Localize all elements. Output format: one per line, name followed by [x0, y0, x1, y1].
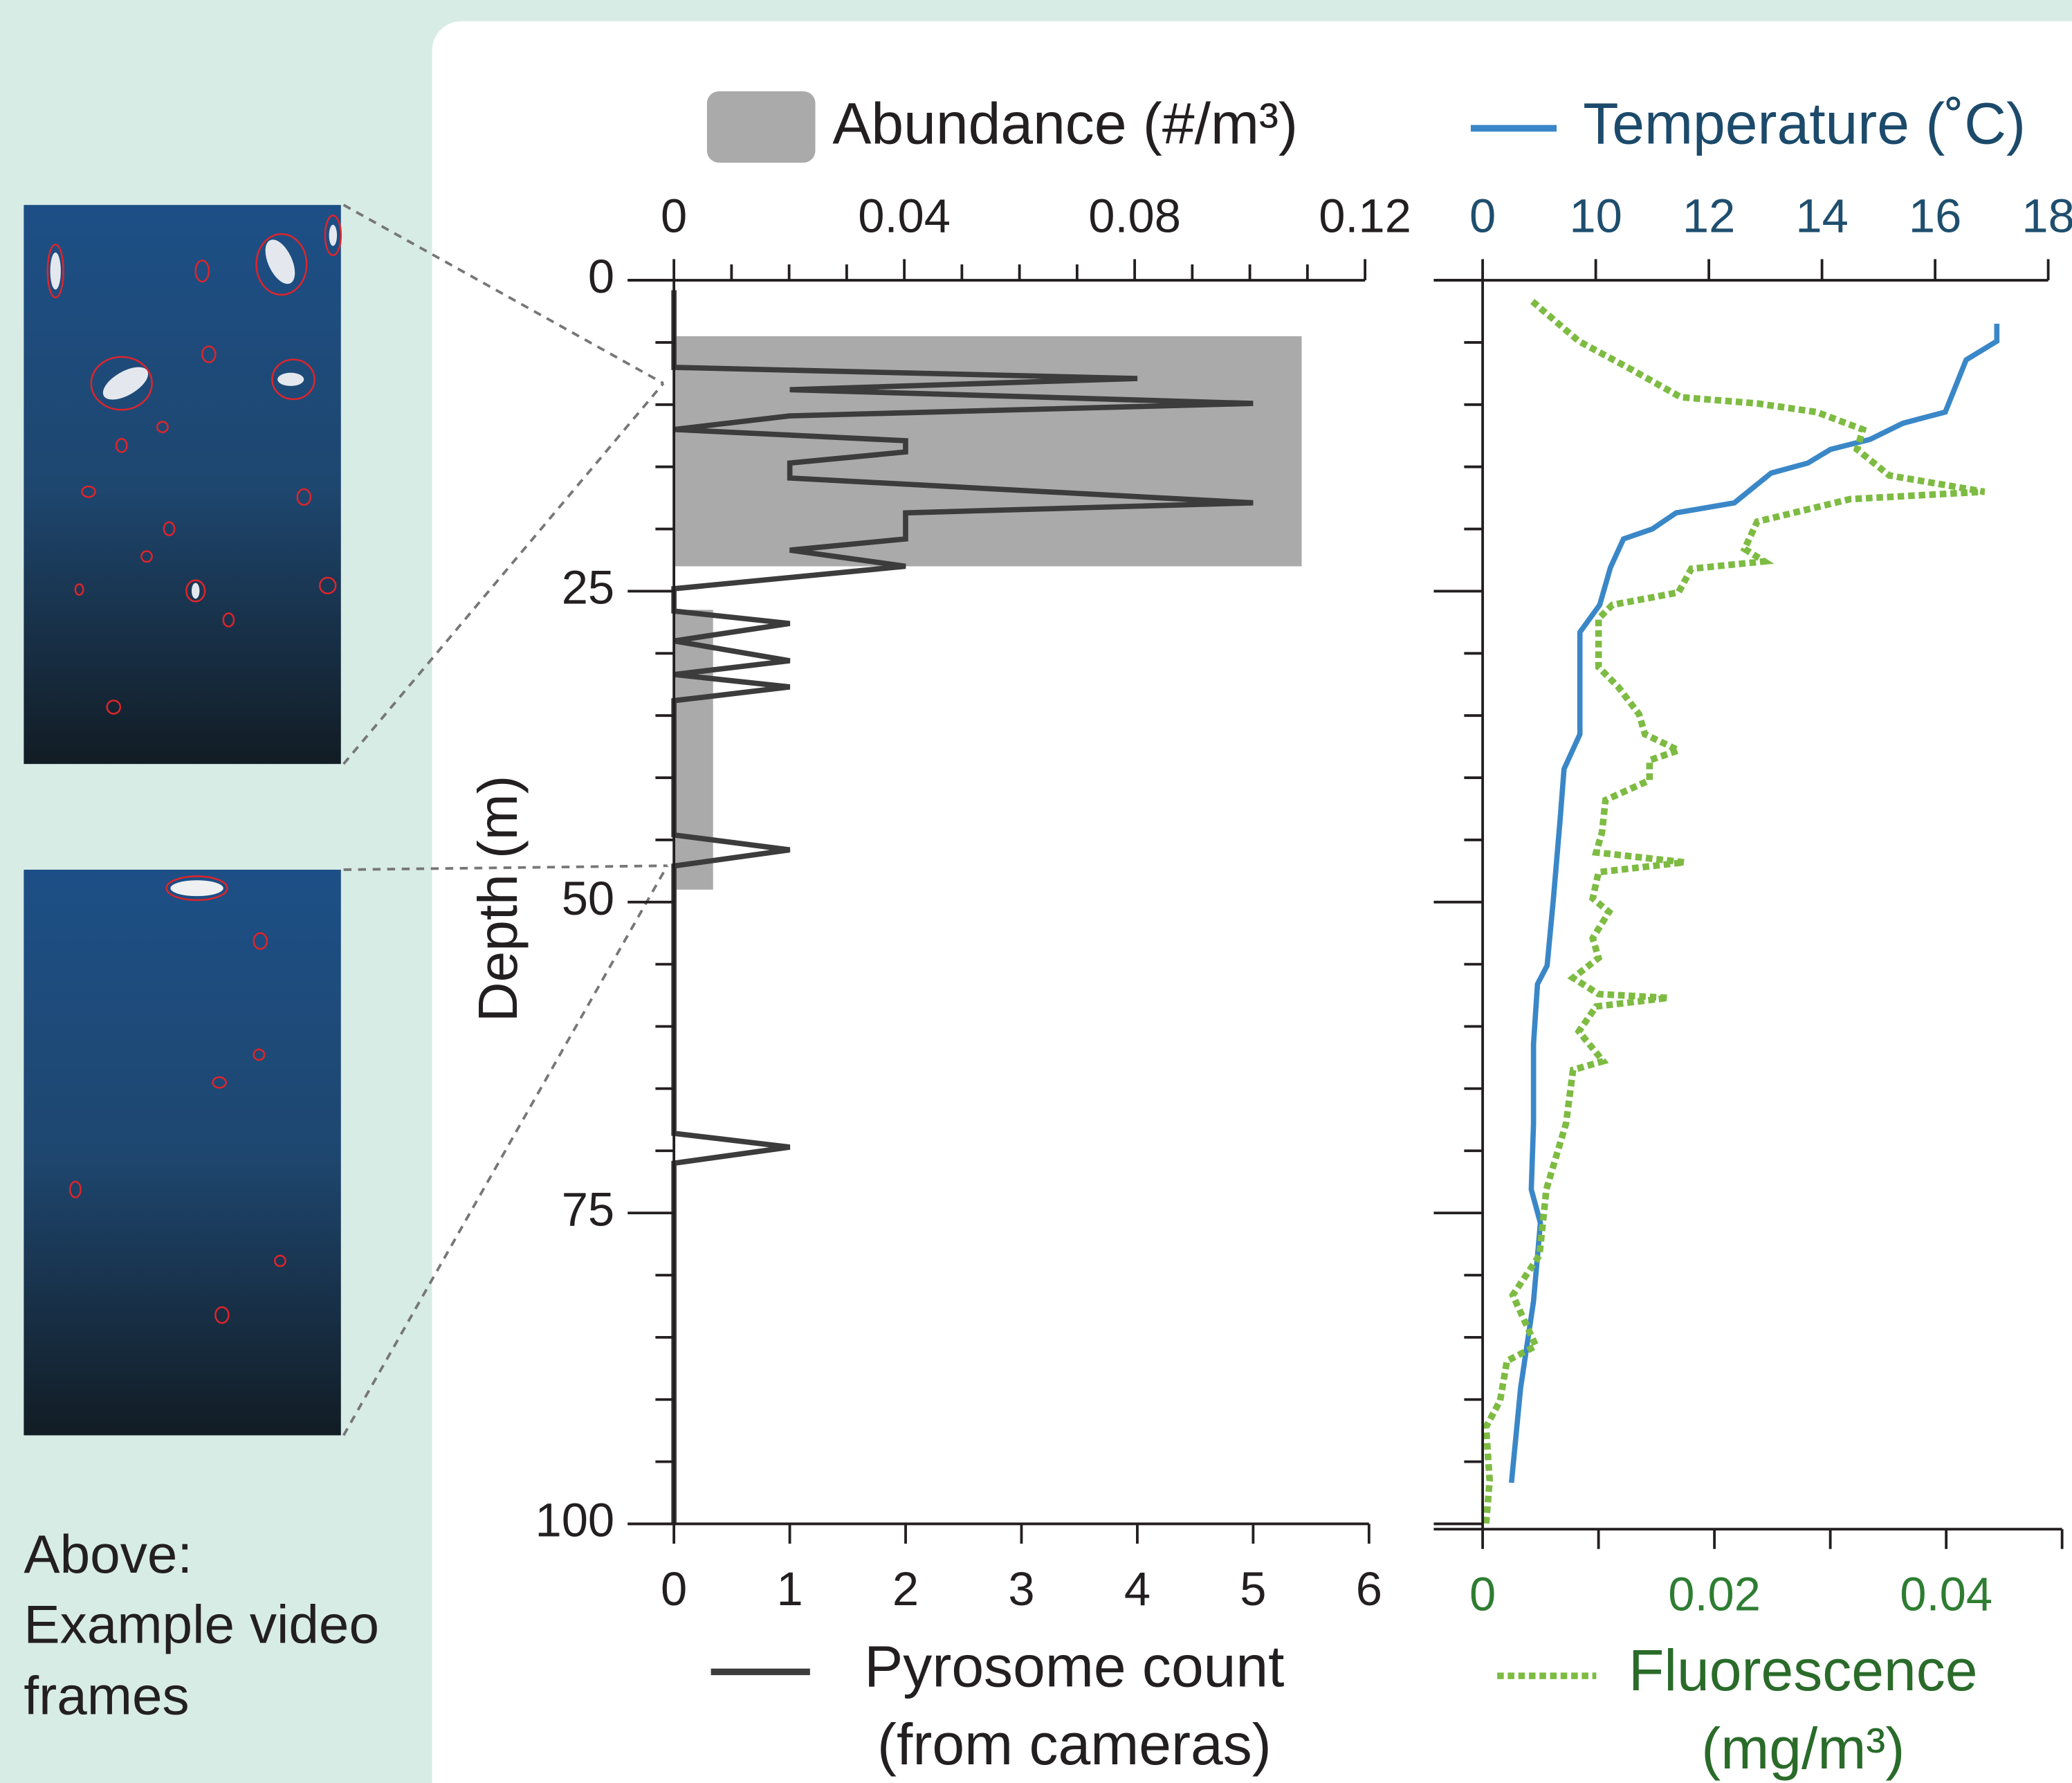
y-tick-label: 25 [562, 561, 614, 614]
x2-tick-label: 18 [2021, 189, 2072, 242]
video-frame-bottom [24, 869, 341, 1436]
x-tick-label: 0.02 [1668, 1568, 1761, 1621]
x2-tick-label: 14 [1795, 189, 1848, 242]
y-axis-label: Depth (m) [466, 776, 529, 1023]
x-tick-label: 0 [1469, 1568, 1496, 1621]
x2-tick-label: 0 [1469, 189, 1496, 242]
x-tick-label: 5 [1240, 1562, 1266, 1616]
x2-tick-label: 0 [661, 189, 687, 242]
y-tick-label: 100 [535, 1494, 614, 1547]
y-tick-label: 75 [562, 1182, 614, 1236]
x2-tick-label: 0.12 [1319, 189, 1411, 242]
series-line [1483, 299, 1986, 1524]
y-tick-label: 50 [562, 872, 614, 925]
legend-label: Abundance (#/m³) [832, 91, 1298, 156]
legend-swatch [706, 91, 816, 163]
caption: Above: Example video frames [24, 1524, 380, 1726]
x-tick-label: 3 [1008, 1562, 1034, 1616]
legend-label: Pyrosome count (from cameras) [864, 1634, 1285, 1778]
y-tick-label: 0 [588, 250, 614, 303]
x-tick-label: 6 [1356, 1562, 1382, 1616]
abundance-bar [674, 610, 713, 890]
legend-label-box: Pyrosome count (from cameras) [864, 1634, 1285, 1778]
x-tick-label: 0 [661, 1562, 687, 1616]
x-tick-label: 2 [892, 1562, 919, 1616]
figure-panel [432, 21, 2072, 1783]
series-line [671, 290, 1254, 1524]
x2-tick-label: 12 [1683, 189, 1735, 242]
caption-box: Above: Example video frames [24, 1524, 380, 1726]
x-tick-label: 1 [776, 1562, 803, 1616]
legend-label: Fluorescence (mg/m³) [1629, 1638, 1978, 1782]
x2-tick-label: 0.08 [1088, 189, 1181, 242]
x2-tick-label: 10 [1569, 189, 1622, 242]
x2-tick-label: 16 [1909, 189, 1961, 242]
zoom-lines [342, 203, 669, 1436]
legend-label: Temperature (˚C) [1583, 91, 2026, 156]
x-tick-label: 0.04 [1900, 1568, 1992, 1621]
series-line [1508, 323, 2000, 1483]
x-tick-label: 4 [1124, 1562, 1150, 1616]
legend-label-box: Fluorescence (mg/m³) [1629, 1638, 1978, 1782]
x2-tick-label: 0.04 [858, 189, 951, 242]
video-frame-top [24, 205, 342, 765]
